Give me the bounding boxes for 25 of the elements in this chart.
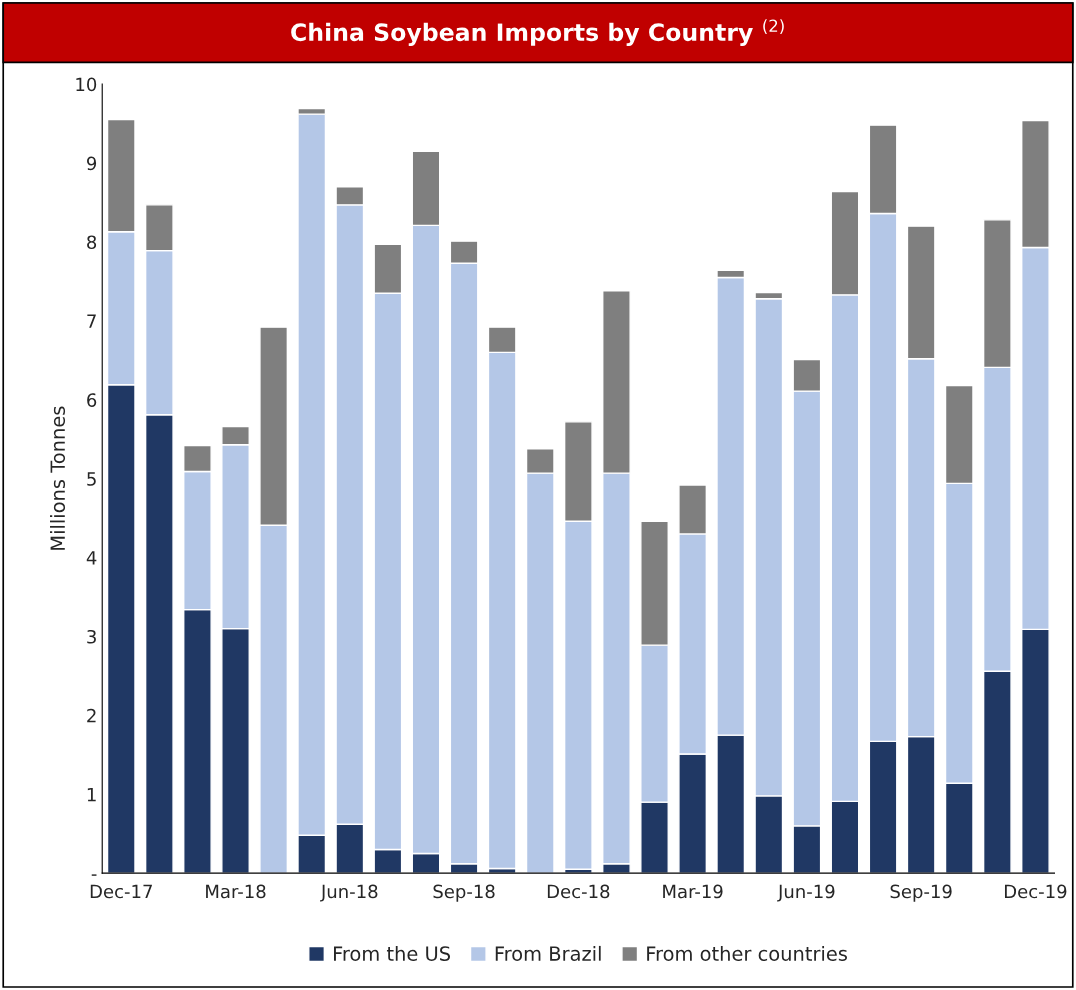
y-tick-label: 9	[87, 156, 97, 171]
x-tick-label: Dec-17	[90, 884, 152, 899]
legend-label: From the US	[334, 945, 451, 961]
x-tick-label: Mar-18	[206, 884, 266, 899]
x-tick-label: Sep-18	[433, 884, 495, 902]
y-tick-label: 8	[87, 235, 97, 250]
y-axis-title: Millions Tonnes	[50, 406, 66, 550]
legend-label: From Brazil	[495, 945, 601, 961]
x-tick-label: Jun-19	[777, 884, 835, 902]
x-tick-label: Mar-19	[663, 884, 723, 899]
x-tick-label: Sep-19	[890, 884, 952, 902]
y-tick-label: 7	[87, 314, 96, 328]
y-tick-label: -	[91, 874, 97, 876]
x-tick-label: Jun-18	[320, 884, 378, 902]
legend-label: From other countries	[647, 945, 847, 961]
y-tick-label: 5	[87, 472, 96, 486]
y-tick-label: 6	[87, 393, 97, 407]
y-tick-label: 3	[87, 629, 96, 644]
y-tick-label: 10	[76, 77, 97, 92]
y-tick-label: 1	[87, 787, 96, 802]
x-tick-label: Dec-19	[1004, 884, 1067, 899]
y-tick-label: 4	[86, 551, 97, 565]
y-tick-label: 2	[87, 708, 96, 723]
x-tick-label: Dec-18	[547, 884, 610, 899]
chart-title: China Soybean Imports by Country $^{(2)}$	[291, 19, 784, 46]
